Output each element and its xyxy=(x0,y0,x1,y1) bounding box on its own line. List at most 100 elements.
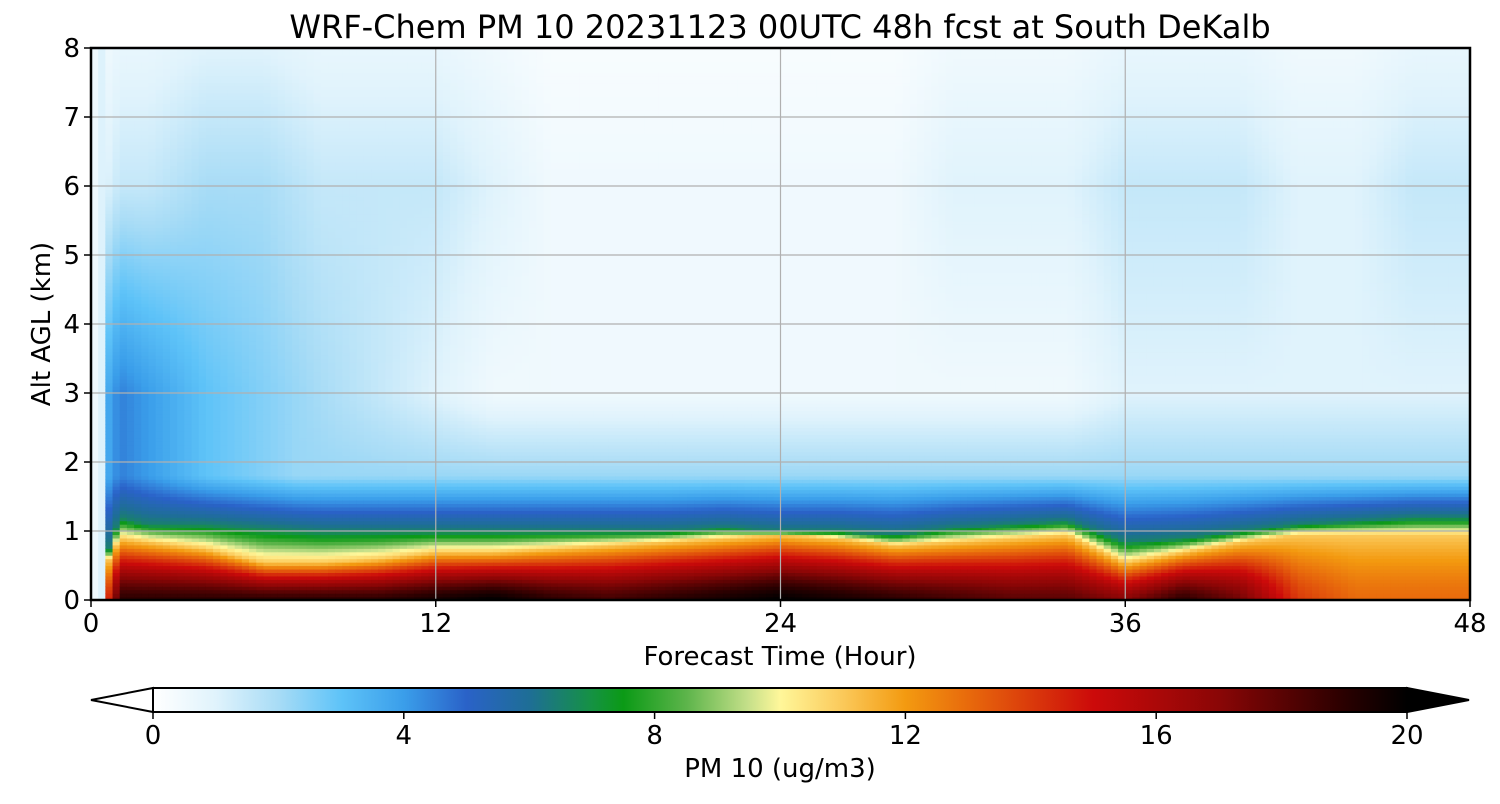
heatmap-cell xyxy=(120,476,128,480)
heatmap-cell xyxy=(206,393,214,397)
heatmap-cell xyxy=(220,438,228,442)
heatmap-cell xyxy=(227,269,235,273)
heatmap-cell xyxy=(235,120,243,124)
heatmap-cell xyxy=(127,531,135,535)
heatmap-cell xyxy=(120,248,128,252)
heatmap-cell xyxy=(292,352,300,356)
heatmap-cell xyxy=(127,486,135,490)
heatmap-cell xyxy=(105,545,113,549)
heatmap-cell xyxy=(170,559,178,563)
heatmap-cell xyxy=(156,514,164,518)
heatmap-cell xyxy=(235,510,243,514)
heatmap-cell xyxy=(278,531,286,535)
heatmap-cell xyxy=(206,524,214,528)
heatmap-cell xyxy=(256,258,264,262)
heatmap-cell xyxy=(192,117,200,121)
heatmap-cell xyxy=(285,169,293,173)
heatmap-cell xyxy=(184,486,192,490)
heatmap-cell xyxy=(192,538,200,542)
heatmap-cell xyxy=(299,110,307,114)
heatmap-cell xyxy=(127,120,135,124)
heatmap-cell xyxy=(227,334,235,338)
heatmap-cell xyxy=(213,186,221,190)
heatmap-cell xyxy=(249,538,257,542)
heatmap-cell xyxy=(271,203,279,207)
heatmap-cell xyxy=(306,83,314,87)
heatmap-cell xyxy=(235,507,243,511)
heatmap-cell xyxy=(285,400,293,404)
heatmap-cell xyxy=(156,579,164,583)
heatmap-cell xyxy=(184,407,192,411)
heatmap-cell xyxy=(213,203,221,207)
heatmap-cell xyxy=(278,214,286,218)
heatmap-cell xyxy=(134,310,142,314)
heatmap-cell xyxy=(285,538,293,542)
heatmap-cell xyxy=(127,176,135,180)
heatmap-cell xyxy=(120,514,128,518)
heatmap-cell xyxy=(242,148,250,152)
heatmap-cell xyxy=(263,103,271,107)
heatmap-cell xyxy=(127,272,135,276)
heatmap-cell xyxy=(148,548,156,552)
heatmap-cell xyxy=(113,231,121,235)
heatmap-cell xyxy=(278,541,286,545)
heatmap-cell xyxy=(141,227,149,231)
heatmap-cell xyxy=(192,245,200,249)
heatmap-cell xyxy=(141,362,149,366)
heatmap-cell xyxy=(292,314,300,318)
heatmap-cell xyxy=(220,96,228,100)
heatmap-cell xyxy=(105,179,113,183)
heatmap-cell xyxy=(206,96,214,100)
heatmap-cell xyxy=(170,510,178,514)
heatmap-cell xyxy=(299,396,307,400)
heatmap-cell xyxy=(278,79,286,83)
heatmap-cell xyxy=(213,510,221,514)
heatmap-cell xyxy=(263,400,271,404)
heatmap-cell xyxy=(256,583,264,587)
heatmap-cell xyxy=(271,355,279,359)
heatmap-cell xyxy=(105,514,113,518)
heatmap-cell xyxy=(192,72,200,76)
heatmap-cell xyxy=(263,224,271,228)
heatmap-cell xyxy=(299,234,307,238)
heatmap-cell xyxy=(141,538,149,542)
heatmap-cell xyxy=(235,162,243,166)
heatmap-cell xyxy=(134,234,142,238)
heatmap-cell xyxy=(134,96,142,100)
heatmap-cell xyxy=(220,479,228,483)
heatmap-cell xyxy=(292,562,300,566)
heatmap-cell xyxy=(285,452,293,456)
heatmap-cell xyxy=(120,538,128,542)
heatmap-cell xyxy=(156,107,164,111)
heatmap-cell xyxy=(278,334,286,338)
heatmap-cell xyxy=(256,372,264,376)
heatmap-cell xyxy=(105,455,113,459)
heatmap-cell xyxy=(105,262,113,266)
heatmap-cell xyxy=(141,234,149,238)
heatmap-cell xyxy=(105,62,113,66)
heatmap-cell xyxy=(113,393,121,397)
heatmap-cell xyxy=(199,403,207,407)
heatmap-cell xyxy=(177,462,185,466)
heatmap-cell xyxy=(292,193,300,197)
heatmap-cell xyxy=(271,258,279,262)
heatmap-cell xyxy=(192,300,200,304)
heatmap-cell xyxy=(263,83,271,87)
heatmap-cell xyxy=(271,421,279,425)
heatmap-cell xyxy=(148,379,156,383)
heatmap-cell xyxy=(263,500,271,504)
heatmap-cell xyxy=(105,534,113,538)
heatmap-cell xyxy=(306,186,314,190)
heatmap-cell xyxy=(98,538,106,542)
heatmap-cell xyxy=(249,341,257,345)
heatmap-cell xyxy=(263,131,271,135)
heatmap-cell xyxy=(306,155,314,159)
heatmap-cell xyxy=(271,214,279,218)
heatmap-cell xyxy=(292,521,300,525)
heatmap-cell xyxy=(192,314,200,318)
heatmap-cell xyxy=(163,434,171,438)
heatmap-cell xyxy=(113,224,121,228)
heatmap-cell xyxy=(148,524,156,528)
heatmap-cell xyxy=(256,431,264,435)
heatmap-cell xyxy=(163,89,171,93)
